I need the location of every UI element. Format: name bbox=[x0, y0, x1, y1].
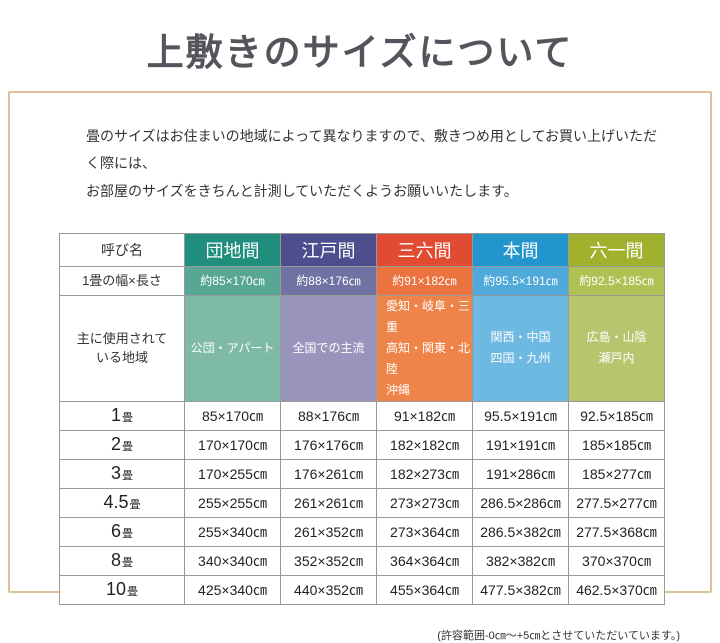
intro-line-1: 畳のサイズはお住まいの地域によって異なりますので、敷きつめ用としてお買い上げいた… bbox=[86, 128, 658, 172]
size-value: 261×261㎝ bbox=[280, 487, 377, 518]
table-row-2jo: 2畳 170×170㎝ 176×176㎝ 182×182㎝ 191×191㎝ 1… bbox=[59, 429, 665, 460]
region-cell: 全国での主流 bbox=[280, 294, 377, 402]
row-label: 3畳 bbox=[59, 458, 185, 489]
size-value: 277.5×368㎝ bbox=[568, 516, 665, 547]
intro-line-2: お部屋のサイズをきちんと計測していただくようお願いいたします。 bbox=[86, 182, 518, 199]
table-row-1jo: 1畳 85×170㎝ 88×176㎝ 91×182㎝ 95.5×191㎝ 92.… bbox=[59, 400, 665, 431]
size-value: 91×182㎝ bbox=[376, 400, 473, 431]
row-label: 8畳 bbox=[59, 545, 185, 576]
size-value: 440×352㎝ bbox=[280, 574, 377, 605]
size-value: 191×286㎝ bbox=[472, 458, 569, 489]
size-value: 92.5×185㎝ bbox=[568, 400, 665, 431]
size-value: 425×340㎝ bbox=[184, 574, 281, 605]
region-cell: 公団・アパート bbox=[184, 294, 281, 402]
row-label: 2畳 bbox=[59, 429, 185, 460]
size-value: 273×273㎝ bbox=[376, 487, 473, 518]
size-value: 340×340㎝ bbox=[184, 545, 281, 576]
size-value: 185×185㎝ bbox=[568, 429, 665, 460]
size-value: 85×170㎝ bbox=[184, 400, 281, 431]
table-row-8jo: 8畳 340×340㎝ 352×352㎝ 364×364㎝ 382×382㎝ 3… bbox=[59, 545, 665, 576]
tatami-size-table: 呼び名 団地間 江戸間 三六間 本間 六一間 1畳の幅×長さ 約85×170㎝ … bbox=[59, 232, 665, 605]
region-row: 主に使用されて いる地域 公団・アパート 全国での主流 愛知・岐阜・三重 高知・… bbox=[59, 294, 665, 402]
row-label: 4.5畳 bbox=[59, 487, 185, 518]
row-label: 6畳 bbox=[59, 516, 185, 547]
table-row-6jo: 6畳 255×340㎝ 261×352㎝ 273×364㎝ 286.5×382㎝… bbox=[59, 516, 665, 547]
table-row-3jo: 3畳 170×255㎝ 176×261㎝ 182×273㎝ 191×286㎝ 1… bbox=[59, 458, 665, 489]
column-header-danchima: 団地間 bbox=[184, 232, 281, 267]
size-value: 182×273㎝ bbox=[376, 458, 473, 489]
size-value: 255×340㎝ bbox=[184, 516, 281, 547]
mat-size-cell: 約92.5×185㎝ bbox=[568, 265, 665, 296]
size-value: 191×191㎝ bbox=[472, 429, 569, 460]
region-cell: 広島・山陰 瀬戸内 bbox=[568, 294, 665, 402]
mat-size-cell: 約85×170㎝ bbox=[184, 265, 281, 296]
mat-size-cell: 約95.5×191㎝ bbox=[472, 265, 569, 296]
size-value: 255×255㎝ bbox=[184, 487, 281, 518]
mat-size-cell: 約91×182㎝ bbox=[376, 265, 473, 296]
table-row-10jo: 10畳 425×340㎝ 440×352㎝ 455×364㎝ 477.5×382… bbox=[59, 574, 665, 605]
size-value: 277.5×277㎝ bbox=[568, 487, 665, 518]
size-value: 170×255㎝ bbox=[184, 458, 281, 489]
table-header-row: 呼び名 団地間 江戸間 三六間 本間 六一間 bbox=[59, 232, 665, 267]
size-value: 370×370㎝ bbox=[568, 545, 665, 576]
column-header-saburoku: 三六間 bbox=[376, 232, 473, 267]
size-value: 185×277㎝ bbox=[568, 458, 665, 489]
mat-size-cell: 約88×176㎝ bbox=[280, 265, 377, 296]
size-value: 176×261㎝ bbox=[280, 458, 377, 489]
table-row-4-5jo: 4.5畳 255×255㎝ 261×261㎝ 273×273㎝ 286.5×28… bbox=[59, 487, 665, 518]
region-row-label: 主に使用されて いる地域 bbox=[59, 294, 185, 402]
region-cell: 関西・中国 四国・九州 bbox=[472, 294, 569, 402]
size-value: 382×382㎝ bbox=[472, 545, 569, 576]
content-frame: 畳のサイズはお住まいの地域によって異なりますので、敷きつめ用としてお買い上げいた… bbox=[8, 91, 712, 642]
size-value: 286.5×382㎝ bbox=[472, 516, 569, 547]
size-value: 88×176㎝ bbox=[280, 400, 377, 431]
size-value: 95.5×191㎝ bbox=[472, 400, 569, 431]
size-value: 477.5×382㎝ bbox=[472, 574, 569, 605]
tolerance-footnote: (許容範囲-0㎝～+5㎝とさせていただいています。) bbox=[437, 629, 680, 642]
row-label: 10畳 bbox=[59, 574, 185, 605]
page-title: 上敷きのサイズについて bbox=[146, 30, 574, 74]
size-value: 455×364㎝ bbox=[376, 574, 473, 605]
size-value: 273×364㎝ bbox=[376, 516, 473, 547]
corner-label-cell: 呼び名 bbox=[59, 232, 185, 267]
size-value: 286.5×286㎝ bbox=[472, 487, 569, 518]
row-label: 1畳 bbox=[59, 400, 185, 431]
size-value: 261×352㎝ bbox=[280, 516, 377, 547]
column-header-edoma: 江戸間 bbox=[280, 232, 377, 267]
size-value: 170×170㎝ bbox=[184, 429, 281, 460]
column-header-rokuichima: 六一間 bbox=[568, 232, 665, 267]
mat-size-row: 1畳の幅×長さ 約85×170㎝ 約88×176㎝ 約91×182㎝ 約95.5… bbox=[59, 265, 665, 296]
intro-text: 畳のサイズはお住まいの地域によって異なりますので、敷きつめ用としてお買い上げいた… bbox=[86, 123, 670, 205]
size-row-label: 1畳の幅×長さ bbox=[59, 265, 185, 296]
size-value: 182×182㎝ bbox=[376, 429, 473, 460]
size-value: 462.5×370㎝ bbox=[568, 574, 665, 605]
size-value: 352×352㎝ bbox=[280, 545, 377, 576]
column-header-honma: 本間 bbox=[472, 232, 569, 267]
region-cell: 愛知・岐阜・三重 高知・関東・北陸 沖縄 bbox=[376, 294, 473, 402]
size-value: 364×364㎝ bbox=[376, 545, 473, 576]
size-value: 176×176㎝ bbox=[280, 429, 377, 460]
